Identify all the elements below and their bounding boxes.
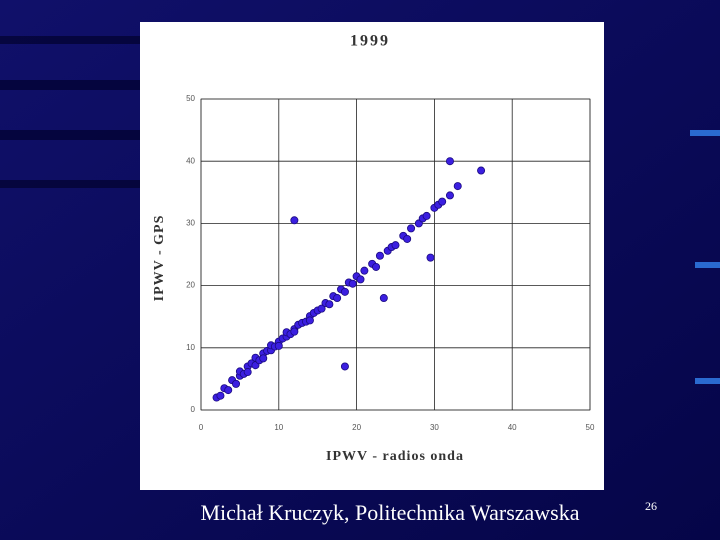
decoration xyxy=(690,130,720,384)
point xyxy=(391,241,400,250)
point xyxy=(340,362,349,371)
point xyxy=(216,391,225,400)
x-tick-label: 10 xyxy=(274,423,283,432)
point xyxy=(453,182,462,191)
point xyxy=(274,341,283,350)
point xyxy=(317,304,326,313)
y-tick-label: 10 xyxy=(186,343,195,352)
point xyxy=(259,354,268,363)
x-tick-label: 30 xyxy=(430,423,439,432)
point xyxy=(243,368,252,377)
point xyxy=(403,234,412,243)
footer: Michał Kruczyk, Politechnika Warszawska xyxy=(200,500,579,525)
chart-title: 1999 xyxy=(350,33,390,50)
point xyxy=(232,379,241,388)
y-tick-label: 0 xyxy=(191,405,196,414)
page-number: 26 xyxy=(645,499,657,513)
x-tick-label: 0 xyxy=(199,423,204,432)
point xyxy=(224,386,233,395)
point xyxy=(360,266,369,275)
y-axis-label: IPWV - GPS xyxy=(152,215,167,302)
point xyxy=(438,197,447,206)
point xyxy=(379,294,388,303)
y-tick-label: 20 xyxy=(186,281,195,290)
point xyxy=(445,157,454,166)
y-tick-label: 40 xyxy=(186,156,195,165)
point xyxy=(325,300,334,309)
point xyxy=(407,224,416,233)
chart-panel xyxy=(140,22,604,490)
x-axis-label: IPWV - radios onda xyxy=(326,449,464,464)
point xyxy=(426,253,435,262)
y-tick-label: 30 xyxy=(186,219,195,228)
point xyxy=(375,251,384,260)
y-tick-label: 50 xyxy=(186,94,195,103)
x-tick-label: 50 xyxy=(586,423,595,432)
point xyxy=(348,279,357,288)
point xyxy=(445,191,454,200)
point xyxy=(356,275,365,284)
point xyxy=(290,327,299,336)
x-tick-label: 40 xyxy=(508,423,517,432)
point xyxy=(333,294,342,303)
point xyxy=(305,316,314,325)
x-tick-label: 20 xyxy=(352,423,361,432)
point xyxy=(340,287,349,296)
point xyxy=(477,166,486,175)
point xyxy=(290,216,299,225)
point xyxy=(422,211,431,220)
decoration xyxy=(0,36,140,188)
point xyxy=(372,262,381,271)
